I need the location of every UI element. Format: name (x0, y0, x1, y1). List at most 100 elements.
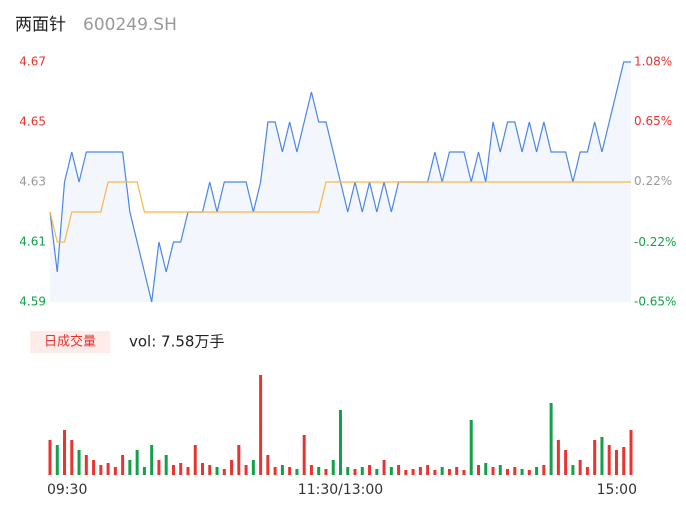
volume-bar (571, 465, 575, 475)
volume-total: vol: 7.58万手 (129, 333, 224, 351)
volume-bar (484, 463, 488, 475)
stock-name: 两面针 (15, 15, 66, 35)
volume-badge (30, 331, 110, 353)
volume-bar (63, 430, 67, 475)
volume-bar (440, 467, 444, 475)
volume-bar (77, 450, 81, 475)
volume-bar (251, 460, 255, 475)
volume-bar (585, 467, 589, 475)
volume-bar (418, 467, 422, 475)
volume-bar (280, 465, 284, 475)
volume-bar (455, 467, 459, 475)
volume-bar (273, 467, 277, 475)
volume-bar (600, 437, 604, 475)
volume-bar (142, 467, 146, 475)
x-tick-label: 11:30/13:00 (298, 482, 383, 498)
volume-bar (215, 467, 219, 475)
volume-bar (433, 470, 437, 475)
average-line (49, 181, 631, 243)
volume-bar (622, 447, 626, 475)
volume-label: 日成交量 (44, 334, 96, 350)
volume-bar (135, 450, 139, 475)
volume-bar (411, 469, 415, 475)
volume-bar (193, 445, 197, 475)
volume-bar (84, 455, 88, 475)
volume-bar (614, 450, 618, 475)
y-tick-label: 4.61 (19, 235, 46, 249)
y2-tick-label: 0.22% (634, 174, 672, 188)
volume-bar (353, 469, 357, 475)
volume-bar (92, 460, 96, 475)
volume-bar (578, 460, 582, 475)
volume-bar (382, 460, 386, 475)
volume-bar (106, 463, 110, 475)
volume-bar (288, 467, 292, 475)
volume-bar (309, 465, 313, 475)
y-tick-label: 4.65 (19, 115, 46, 129)
volume-bar (331, 460, 335, 475)
volume-bar (121, 455, 125, 475)
volume-bar (389, 467, 393, 475)
volume-bar (48, 440, 52, 475)
volume-bar (535, 467, 539, 475)
volume-bar (113, 467, 117, 475)
volume-bar (542, 465, 546, 475)
volume-bar (201, 463, 205, 475)
volume-bar (360, 467, 364, 475)
volume-bar (498, 465, 502, 475)
y2-tick-label: 0.65% (634, 114, 672, 128)
x-tick-label: 15:00 (597, 482, 637, 498)
volume-bar (171, 465, 175, 475)
volume-bar (317, 467, 321, 475)
volume-bar (426, 465, 430, 475)
volume-bar (447, 469, 451, 475)
volume-bar (607, 445, 611, 475)
volume-bar (491, 467, 495, 475)
volume-bar (237, 445, 241, 475)
volume-bar (99, 465, 103, 475)
volume-bar (302, 435, 306, 475)
x-tick-label: 09:30 (47, 482, 87, 498)
volume-bar (556, 440, 560, 475)
volume-bar (150, 445, 154, 475)
volume-bar (564, 450, 568, 475)
volume-bar (375, 469, 379, 475)
volume-bar (629, 430, 633, 475)
volume-bar (55, 445, 59, 475)
volume-bar (520, 469, 524, 475)
volume-bar (128, 460, 132, 475)
volume-bar (462, 470, 466, 475)
volume-bar (230, 460, 234, 475)
volume-bar (404, 470, 408, 475)
volume-bar (593, 440, 597, 475)
y2-tick-label: 1.08% (634, 55, 672, 69)
volume-bar (527, 470, 531, 475)
volume-bar (324, 469, 328, 475)
volume-bar (266, 455, 270, 475)
y2-tick-label: -0.65% (634, 295, 676, 309)
volume-bar (506, 469, 510, 475)
volume-bar (164, 455, 168, 475)
volume-bar (513, 467, 517, 475)
volume-bar (222, 469, 226, 475)
y-tick-label: 4.67 (19, 55, 46, 69)
volume-bar (208, 465, 212, 475)
volume-bar (476, 465, 480, 475)
volume-bar (295, 469, 299, 475)
stock-code: 600249.SH (83, 15, 177, 35)
y-tick-label: 4.63 (19, 175, 46, 189)
volume-bar (244, 465, 248, 475)
volume-bar (346, 467, 350, 475)
volume-bar (157, 460, 161, 475)
volume-bar (186, 467, 190, 475)
volume-bar (469, 420, 473, 475)
volume-bar (179, 463, 183, 475)
volume-bar (549, 403, 553, 475)
y2-tick-label: -0.22% (634, 235, 676, 249)
volume-bar (397, 465, 401, 475)
y-tick-label: 4.59 (19, 295, 46, 309)
volume-bar (368, 465, 372, 475)
volume-bar (70, 440, 74, 475)
volume-bar (339, 410, 342, 475)
